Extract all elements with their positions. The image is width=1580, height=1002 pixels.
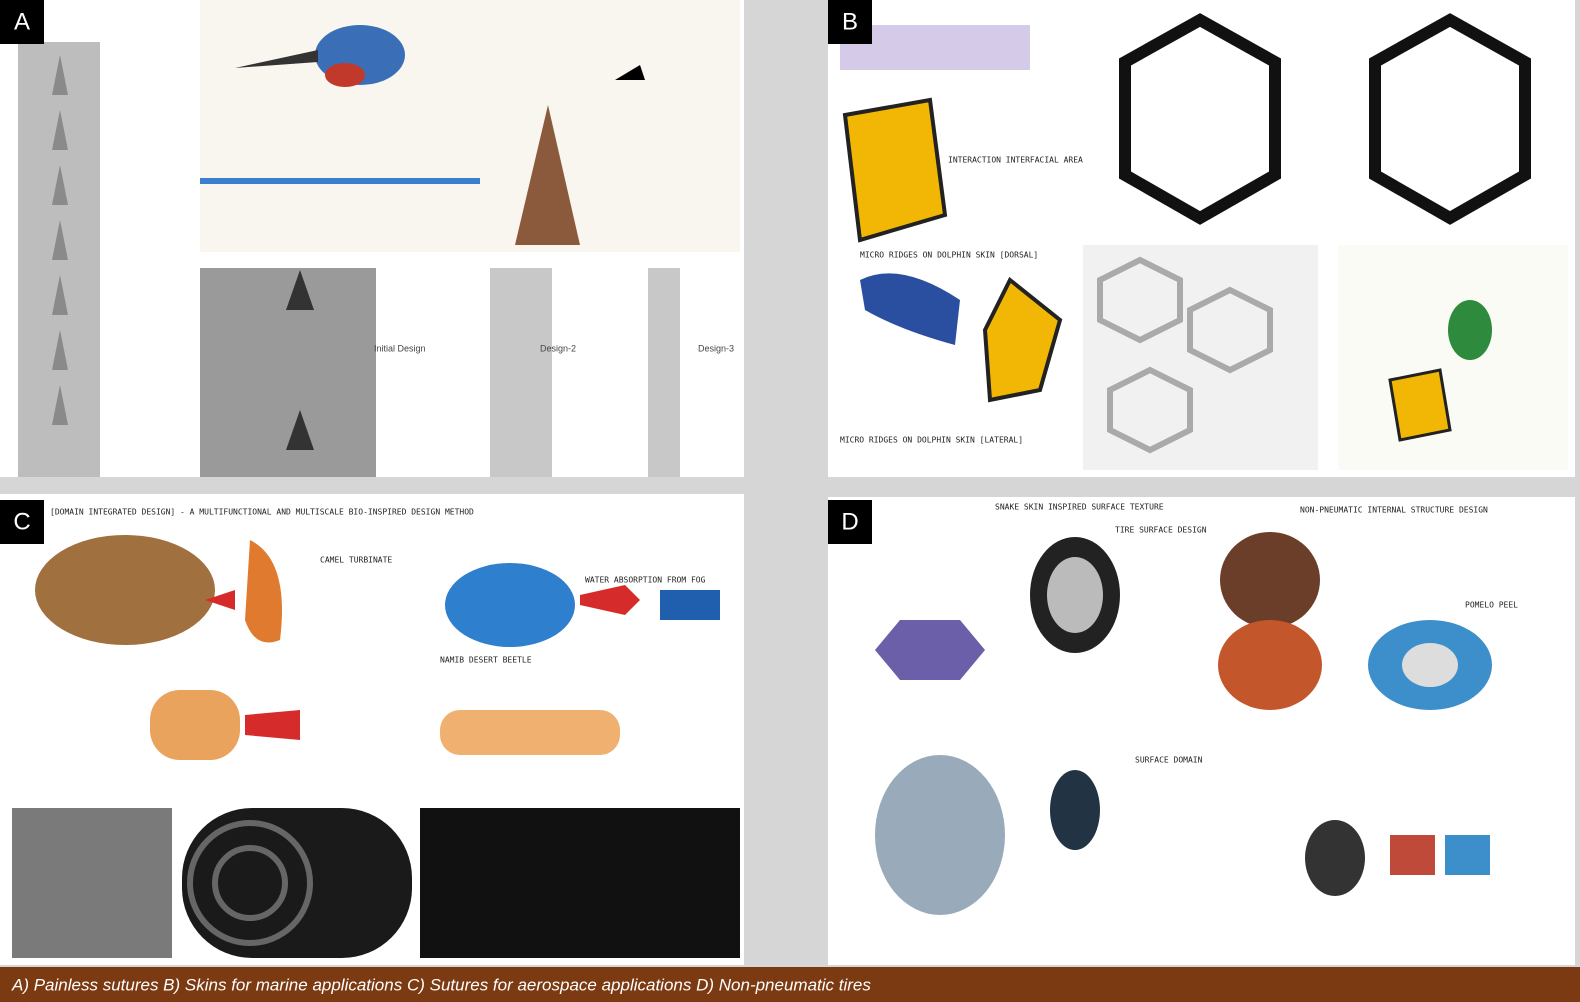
bird-sketch xyxy=(200,0,740,252)
annotation: NON-PNEUMATIC INTERNAL STRUCTURE DESIGN xyxy=(1300,506,1488,515)
panel-a: Initial Design Design-2 Design-3 A xyxy=(0,0,744,477)
render-initial xyxy=(200,268,376,477)
hexagon xyxy=(1119,13,1281,225)
woodpecker-tire xyxy=(1218,620,1322,710)
water-line xyxy=(200,178,480,184)
annotation: INTERACTION INTERFACIAL AREA xyxy=(948,156,1083,165)
patch xyxy=(1445,835,1490,875)
camel-head xyxy=(35,535,215,645)
tire xyxy=(1050,770,1100,850)
beetle xyxy=(445,563,575,647)
annotation: POMELO PEEL xyxy=(1465,601,1518,610)
panel-label: A xyxy=(14,8,30,35)
hex-grid xyxy=(1097,256,1273,454)
annotation: TIRE SURFACE DESIGN xyxy=(1115,526,1207,535)
render-design-2 xyxy=(490,268,552,477)
sketch xyxy=(1338,245,1568,470)
yellow-unit-sketch xyxy=(842,97,948,243)
hexagon xyxy=(1369,13,1531,225)
caption: Design-3 xyxy=(698,343,734,353)
sketch-title: SNAKE SKIN INSPIRED SURFACE TEXTURE xyxy=(995,503,1164,512)
concentric-tubes xyxy=(440,710,620,755)
sharkskin xyxy=(1448,300,1492,360)
tire xyxy=(1305,820,1365,896)
arrow xyxy=(245,710,300,740)
yellow-unit-sketch xyxy=(1388,368,1452,442)
panel-c: [DOMAIN INTEGRATED DESIGN] - A MULTIFUNC… xyxy=(0,494,744,965)
figure-caption: A) Painless sutures B) Skins for marine … xyxy=(11,975,871,994)
ring xyxy=(212,845,288,921)
rim xyxy=(1047,557,1103,633)
annotation: WATER ABSORPTION FROM FOG xyxy=(585,576,706,585)
caption-bar xyxy=(0,967,1580,1002)
kingfisher-chest xyxy=(325,63,365,87)
snake-skin xyxy=(875,620,985,680)
beak xyxy=(235,50,318,68)
tire xyxy=(1220,532,1320,628)
spikes xyxy=(52,55,68,425)
panel-label: B xyxy=(842,8,858,35)
caption: Design-2 xyxy=(540,343,576,353)
dolphin-skin xyxy=(860,273,960,345)
render-section xyxy=(420,808,740,958)
beak-structure xyxy=(515,105,580,245)
render-cylinder xyxy=(182,808,412,958)
sketch-title: [DOMAIN INTEGRATED DESIGN] - A MULTIFUNC… xyxy=(50,508,474,517)
ring xyxy=(187,820,313,946)
micro-bumps xyxy=(660,590,720,620)
arrow xyxy=(580,585,640,615)
render-square-duct xyxy=(12,808,172,958)
label-box xyxy=(828,500,872,544)
annotation: CAMEL TURBINATE xyxy=(320,556,392,565)
render-design-3 xyxy=(648,268,680,477)
yellow-unit-sketch xyxy=(982,276,1063,403)
label-box xyxy=(0,500,44,544)
annotation: SURFACE DOMAIN xyxy=(1135,756,1203,765)
patch xyxy=(1390,835,1435,875)
annotation: MICRO RIDGES ON DOLPHIN SKIN [LATERAL] xyxy=(840,436,1023,445)
annotation: MICRO RIDGES ON DOLPHIN SKIN [DORSAL] xyxy=(860,251,1038,260)
spike xyxy=(286,270,314,310)
concentric-cylinder xyxy=(150,690,240,760)
label-box xyxy=(828,0,872,44)
annotation: NAMIB DESERT BEETLE xyxy=(440,656,532,665)
label-box xyxy=(0,0,44,44)
panel-b: INTERACTION INTERFACIAL AREA MICRO RIDGE… xyxy=(828,0,1575,477)
shape xyxy=(615,65,645,80)
rim xyxy=(1402,643,1458,687)
turbinate xyxy=(245,540,282,643)
panel-label: D xyxy=(841,508,858,535)
tire xyxy=(875,755,1005,915)
panel-label: C xyxy=(13,508,30,535)
spike xyxy=(286,410,314,450)
caption: Initial Design xyxy=(374,343,426,353)
arrow xyxy=(205,590,235,610)
panel-d: SNAKE SKIN INSPIRED SURFACE TEXTURE TIRE… xyxy=(828,497,1575,965)
